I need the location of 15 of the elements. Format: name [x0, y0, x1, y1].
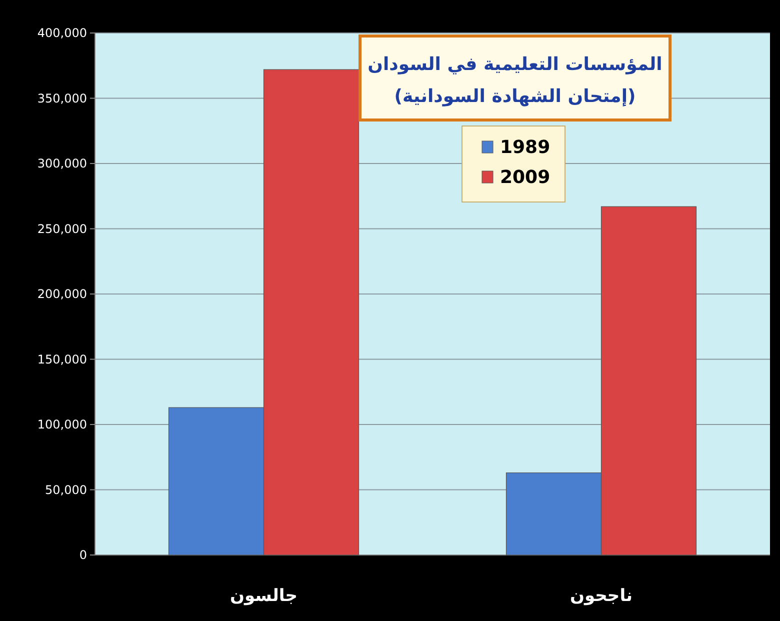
y-tick-label: 300,000 — [37, 156, 87, 170]
x-tick-label: ناجحون — [570, 586, 632, 606]
y-tick-label: 0 — [79, 548, 87, 562]
text: (إمتحان الشهادة السودانية) — [394, 86, 636, 107]
y-tick-label: 100,000 — [37, 418, 87, 432]
x-tick-label: جالسون — [230, 586, 298, 606]
y-tick-label: 150,000 — [37, 352, 87, 366]
legend-label: 1989 — [500, 137, 550, 158]
y-tick-label: 350,000 — [37, 91, 87, 106]
y-tick-label: 250,000 — [37, 222, 87, 236]
y-tick-label: 400,000 — [37, 26, 87, 40]
y-tick-label: 50,000 — [45, 482, 87, 497]
legend-label: 2009 — [500, 167, 550, 188]
text: المؤسسات التعليمية في السودان — [368, 54, 662, 75]
y-tick-label: 200,000 — [37, 287, 87, 301]
